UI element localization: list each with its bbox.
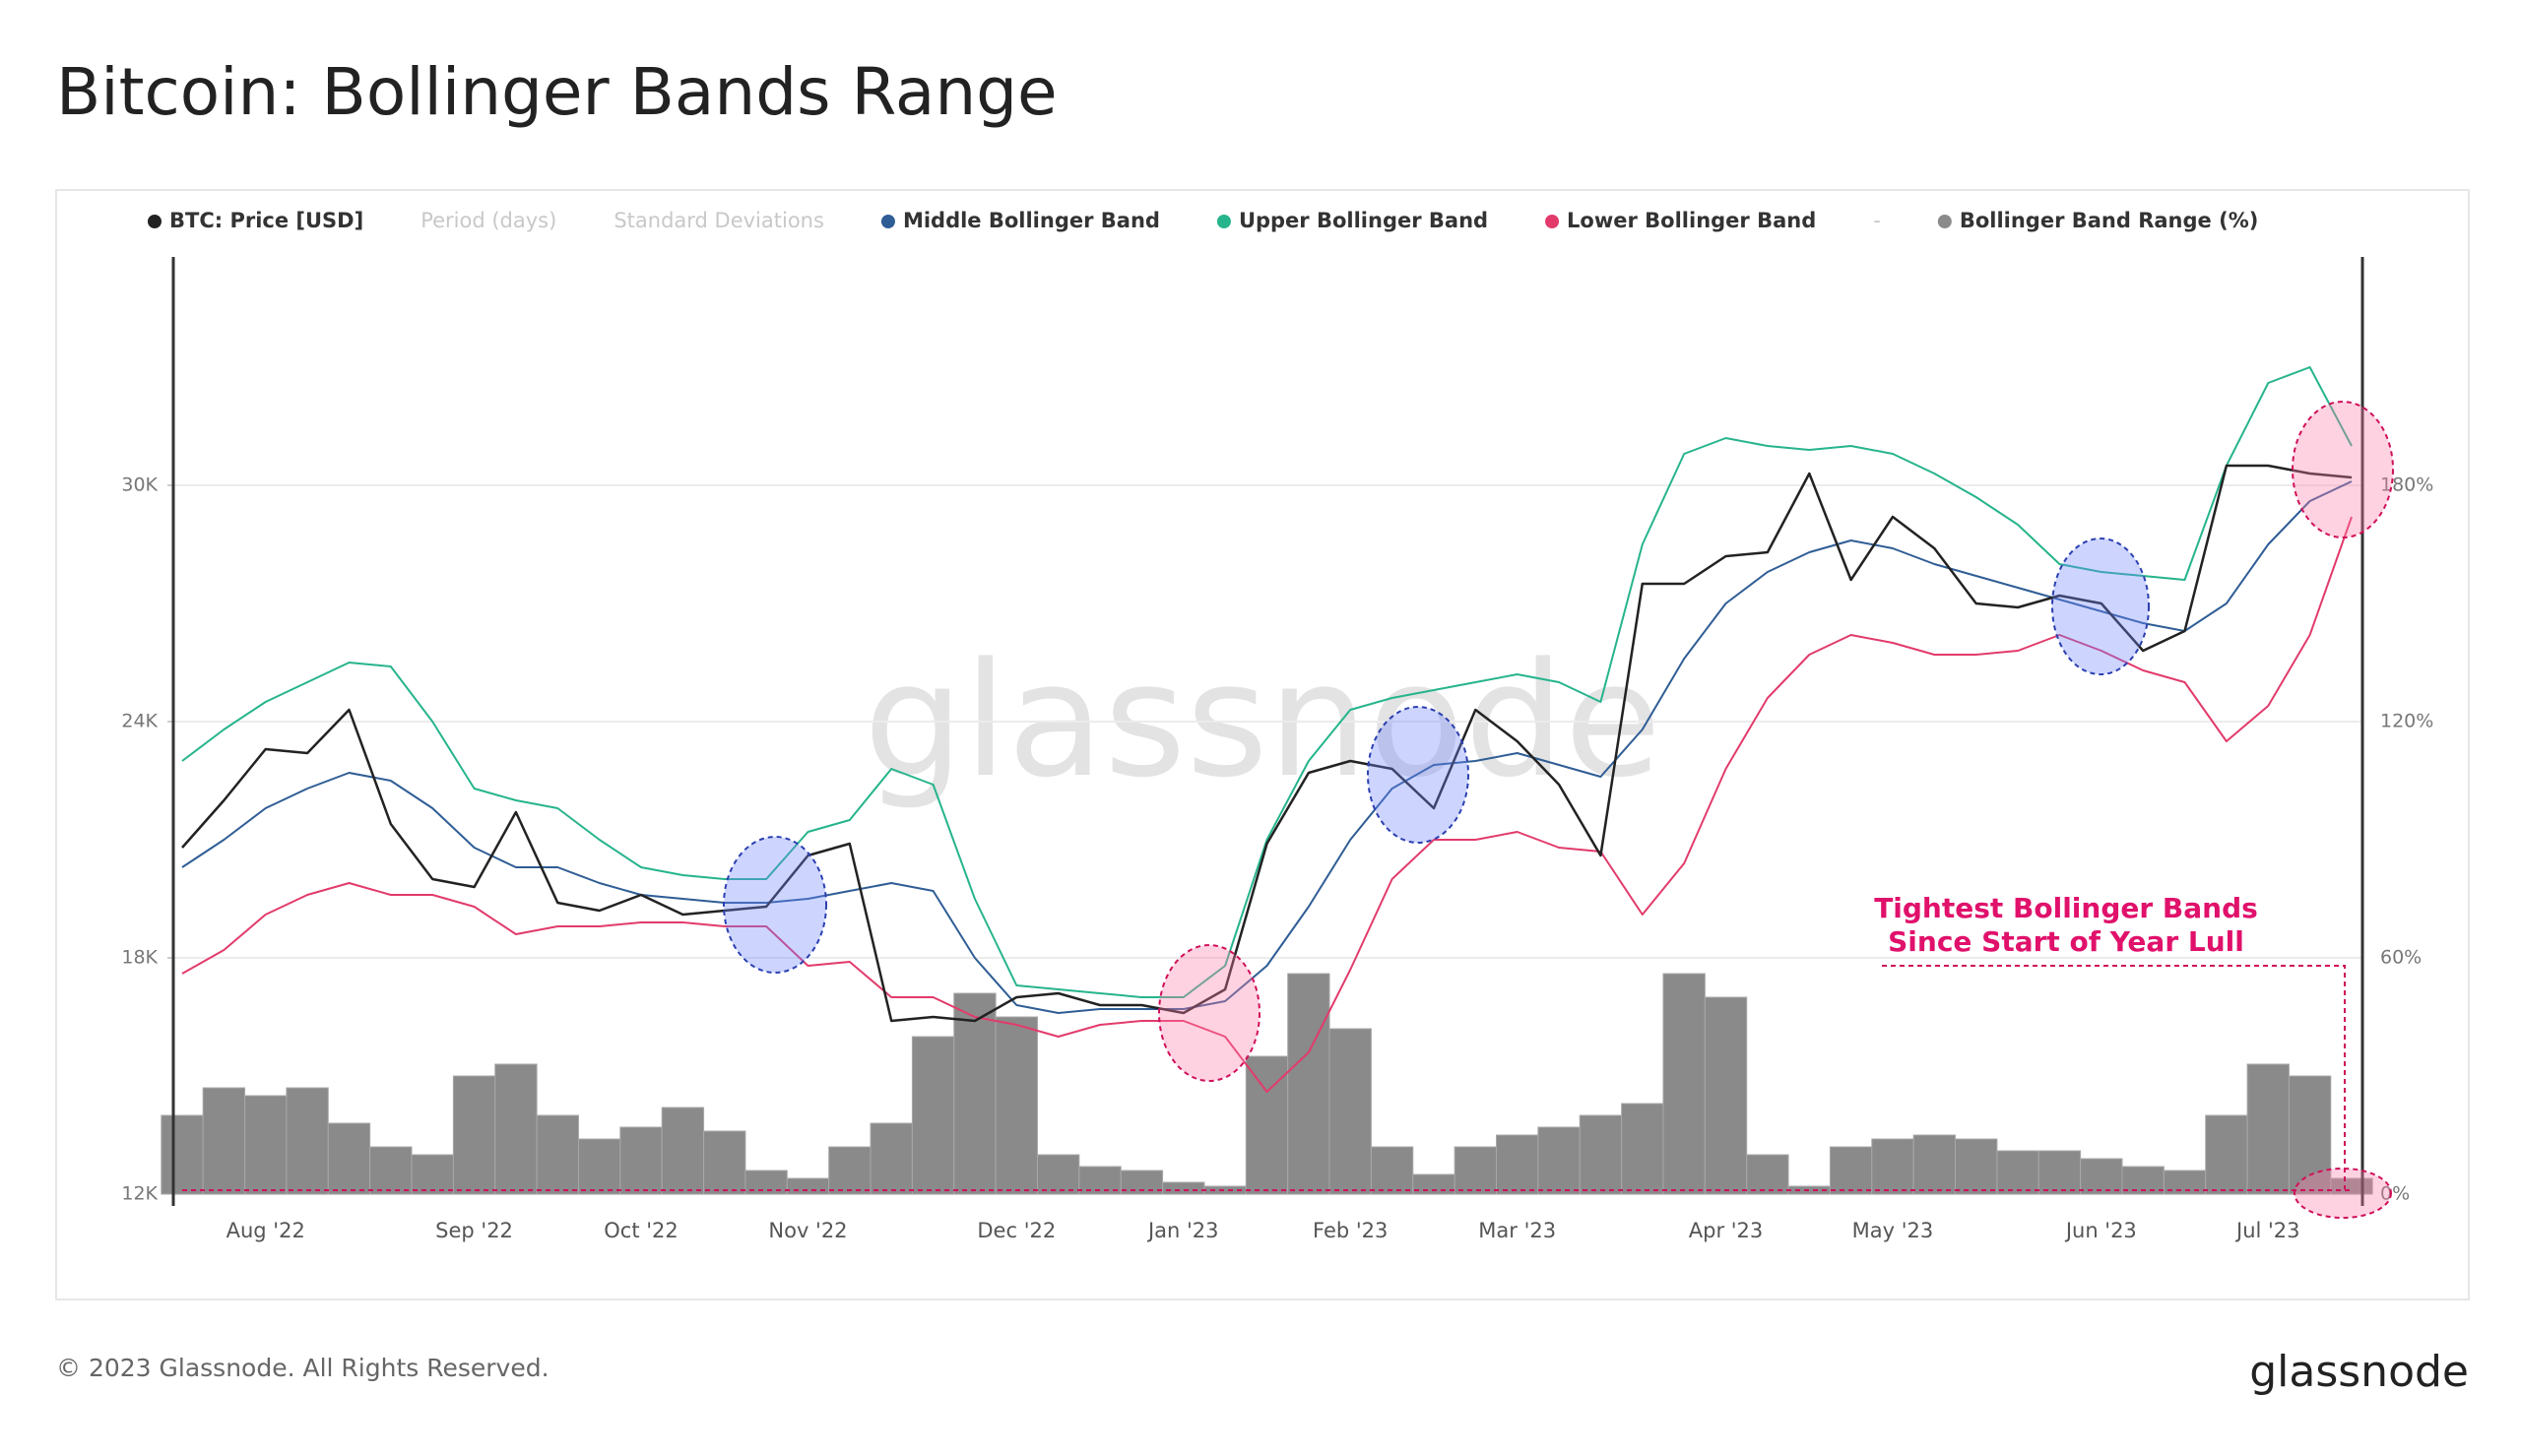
series-line — [181, 480, 2353, 1014]
range-bar — [1162, 1181, 1205, 1195]
range-bar — [577, 1138, 621, 1195]
highlight-ellipse — [2292, 401, 2394, 538]
range-bar — [2246, 1063, 2290, 1195]
annotation-text: Tightest Bollinger Bands — [1874, 892, 2258, 924]
legend-label: Standard Deviations — [614, 209, 824, 232]
highlight-ellipse — [1158, 944, 1260, 1082]
range-bar — [1996, 1150, 2039, 1195]
range-bar — [369, 1146, 413, 1195]
range-bar — [661, 1107, 705, 1195]
y-tick-label: 24K — [121, 711, 158, 732]
range-bar — [1704, 996, 1748, 1195]
highlight-ellipse — [723, 836, 827, 974]
x-tick-label: Jul '23 — [2234, 1219, 2300, 1242]
range-bar — [1912, 1134, 1957, 1195]
x-tick-label: Feb '23 — [1313, 1219, 1388, 1242]
legend-marker — [1216, 215, 1231, 228]
x-tick-label: Apr '23 — [1689, 1219, 1764, 1242]
range-bar — [2080, 1158, 2123, 1195]
range-bar — [953, 992, 997, 1195]
range-bar — [452, 1075, 496, 1195]
range-bar — [494, 1063, 538, 1195]
range-bar — [1829, 1146, 1873, 1195]
range-bar — [1871, 1138, 1914, 1195]
x-tick-label: Jan '23 — [1146, 1219, 1219, 1242]
y2-tick-label: 60% — [2380, 947, 2422, 969]
y2-tick-label: 180% — [2380, 475, 2433, 496]
x-tick-label: Oct '22 — [604, 1219, 678, 1242]
x-tick-label: Sep '22 — [435, 1219, 513, 1242]
legend-marker — [1937, 215, 1952, 228]
x-tick-label: May '23 — [1852, 1219, 1934, 1242]
highlight-ellipse — [2051, 538, 2150, 675]
legend-marker — [148, 215, 162, 228]
range-bar — [1579, 1114, 1623, 1195]
range-bar — [1662, 973, 1706, 1195]
range-bar — [828, 1146, 872, 1195]
x-tick-label: Nov '22 — [768, 1219, 847, 1242]
legend-label: BTC: Price [USD] — [169, 209, 363, 232]
range-bar — [327, 1122, 371, 1195]
plot-area: 0% 60% 120% 180% 12K 18K 24K 30K Aug '22 Sep '22 O… — [121, 257, 2433, 1242]
watermark: glassnode — [864, 628, 1661, 812]
range-bar — [1454, 1146, 1498, 1195]
range-bar — [703, 1130, 746, 1195]
range-bar — [911, 1036, 955, 1195]
y2-tick-label: 120% — [2380, 711, 2433, 732]
range-bar — [244, 1095, 288, 1195]
range-bar — [619, 1126, 663, 1195]
range-bar — [1621, 1103, 1664, 1195]
legend-label: Middle Bollinger Band — [903, 209, 1160, 232]
legend-label: Upper Bollinger Band — [1239, 209, 1488, 232]
range-bar — [411, 1154, 454, 1195]
range-bar — [2037, 1150, 2082, 1195]
range-bar — [995, 1016, 1038, 1195]
legend-label: Lower Bollinger Band — [1567, 209, 1816, 232]
y2-tick-label: 0% — [2380, 1183, 2410, 1205]
x-tick-label: Mar '23 — [1478, 1219, 1556, 1242]
x-tick-label: Jun '23 — [2064, 1219, 2137, 1242]
footer-logo: glassnode — [2249, 1347, 2469, 1397]
legend: BTC: Price [USD] Period (days) Standard De… — [148, 209, 2258, 232]
x-tick-label: Dec '22 — [977, 1219, 1056, 1242]
highlight-ellipse — [2294, 1168, 2392, 1219]
footer-copyright: © 2023 Glassnode. All Rights Reserved. — [56, 1354, 549, 1382]
range-bar — [536, 1114, 579, 1195]
legend-label: Bollinger Band Range (%) — [1960, 209, 2259, 232]
range-bar — [2205, 1114, 2248, 1195]
legend-marker — [1545, 215, 1560, 228]
series-line — [181, 516, 2353, 1093]
chart-frame — [55, 189, 2470, 1300]
highlights — [182, 401, 2394, 1219]
chart-title: Bitcoin: Bollinger Bands Range — [56, 54, 1058, 130]
range-bar — [1287, 973, 1330, 1195]
range-bar — [1328, 1028, 1372, 1195]
legend-marker — [880, 215, 895, 228]
range-bar — [870, 1122, 913, 1195]
series-line — [181, 366, 2353, 998]
range-bar — [202, 1087, 246, 1195]
y-tick-label: 12K — [121, 1183, 158, 1205]
y-tick-label: 30K — [121, 475, 158, 496]
range-bar — [1036, 1154, 1080, 1195]
x-tick-label: Aug '22 — [226, 1219, 305, 1242]
range-bar — [1746, 1154, 1789, 1195]
annotation-leader — [1882, 965, 2346, 1189]
legend-label: - — [1873, 209, 1881, 232]
annotation-text: Since Start of Year Lull — [1888, 925, 2244, 958]
range-bar — [1496, 1134, 1539, 1195]
range-bar — [1370, 1146, 1414, 1195]
range-bar — [161, 1114, 204, 1195]
y-tick-label: 18K — [121, 947, 158, 969]
range-bar — [1955, 1138, 1998, 1195]
legend-label: Period (days) — [420, 209, 556, 232]
range-bar — [1537, 1126, 1581, 1195]
series-line — [181, 464, 2353, 1023]
range-bar — [286, 1087, 329, 1195]
range-bar — [786, 1177, 830, 1195]
highlight-ellipse — [1367, 706, 1469, 844]
